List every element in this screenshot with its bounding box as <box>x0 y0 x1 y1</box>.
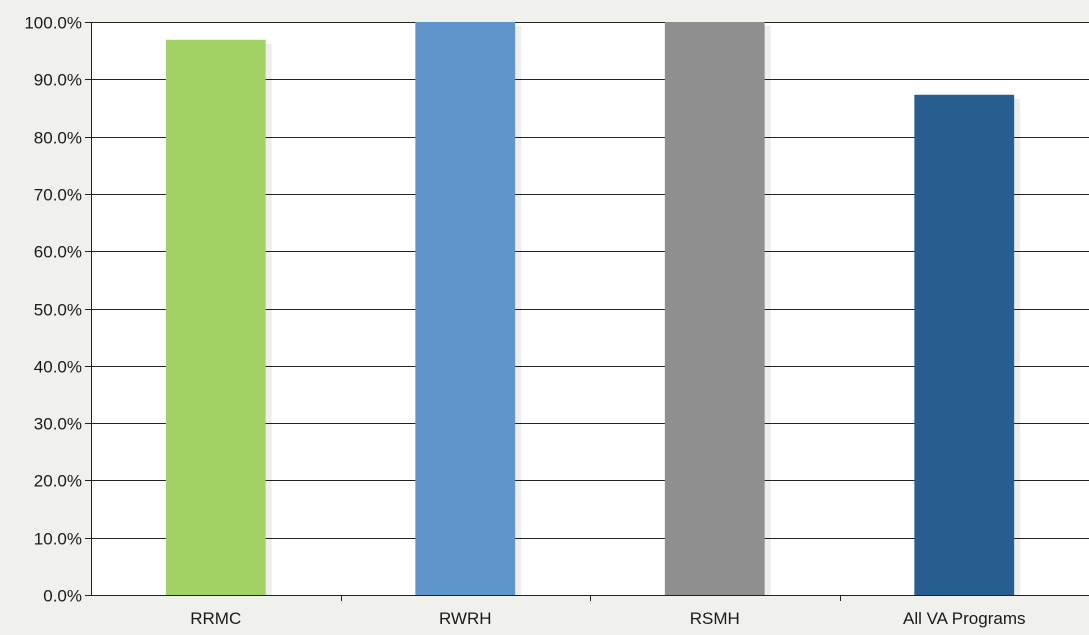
y-tick-label: 40.0% <box>34 358 82 377</box>
axes <box>91 22 1089 601</box>
bars <box>165 22 1021 596</box>
y-tick-label: 10.0% <box>34 530 82 549</box>
y-tick-label: 100.0% <box>24 14 82 33</box>
y-tick-label: 50.0% <box>34 301 82 320</box>
bar-rrmc <box>165 39 266 595</box>
bar-rwrh <box>415 22 516 595</box>
y-tick-label: 60.0% <box>34 243 82 262</box>
y-tick-label: 90.0% <box>34 71 82 90</box>
x-tick-label: All VA Programs <box>903 609 1026 628</box>
y-tick-label: 80.0% <box>34 129 82 148</box>
x-tick-label: RWRH <box>439 609 492 628</box>
labels: 0.0% 10.0% 20.0% 30.0% 40.0% 50.0% 60.0% 70.0% 8… <box>24 14 1025 629</box>
y-tick-label: 0.0% <box>43 587 82 606</box>
y-tick-label: 20.0% <box>34 472 82 491</box>
bar-all-va-programs <box>914 94 1015 596</box>
y-tick-label: 70.0% <box>34 186 82 205</box>
x-tick-label: RRMC <box>190 609 241 628</box>
y-tick-label: 30.0% <box>34 415 82 434</box>
x-tick-label: RSMH <box>690 609 740 628</box>
bar-rsmh <box>664 22 765 595</box>
